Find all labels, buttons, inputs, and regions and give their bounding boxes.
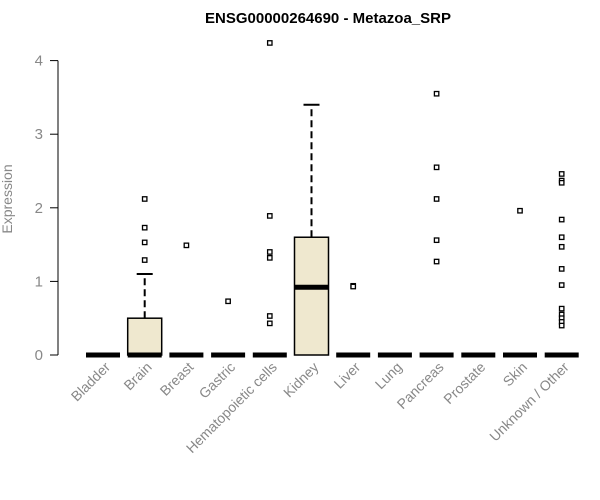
y-axis: 0 1 2 3 4 [35,53,59,364]
y-tick-label: 2 [35,200,43,217]
outlier-point [558,282,565,288]
x-category-label: Bladder [68,359,114,405]
outlier-point [266,40,273,46]
x-category-label: Brain [120,359,154,393]
outlier-point [141,196,148,202]
x-category-label: Kidney [280,359,322,401]
x-category-label: Lung [372,359,405,392]
outlier-point [266,313,273,319]
outlier-point [433,90,440,97]
outlier-point [141,257,148,263]
outlier-point [558,243,565,250]
box-body [126,317,163,356]
box-brain [126,196,163,358]
outlier-point [266,320,273,327]
box-kidney [293,103,330,356]
outlier-point [558,171,565,177]
chart-title: ENSG00000264690 - Metazoa_SRP [205,10,451,27]
y-tick-label: 3 [35,126,43,143]
x-category-label: Skin [500,359,531,390]
box-skin [503,207,537,358]
y-tick-label: 4 [35,53,43,70]
outlier-point [558,216,565,223]
outlier-point [141,224,148,231]
outlier-point [558,179,565,186]
x-category-label: Breast [157,359,197,399]
outlier-point [350,283,357,290]
box-pancreas [419,90,454,358]
outlier-point [517,207,523,214]
outlier-point [558,234,565,241]
outlier-point [558,305,565,312]
outlier-point [433,164,440,171]
x-category-label: Liver [331,359,364,392]
outlier-point [266,249,273,255]
box-breast [169,242,204,358]
x-category-label: Unknown / Other [486,359,572,445]
box-gastric [211,298,246,358]
y-tick-label: 0 [35,347,43,364]
box-series [86,40,579,358]
outlier-point [558,322,565,329]
box-hematopoietic-cells [252,40,287,358]
outlier-point [558,266,565,272]
outlier-point [183,242,190,249]
outlier-point [266,213,273,219]
y-tick-label: 1 [35,273,43,290]
outlier-point [225,298,231,305]
outlier-point [433,258,440,265]
outlier-point [433,196,440,202]
outlier-point [433,237,440,244]
outlier-point [266,254,273,261]
x-category-label: Prostate [440,359,488,407]
box-unknown-other [544,171,579,358]
box-liver [336,282,371,358]
outlier-point [141,239,148,246]
y-axis-label: Expression [0,164,15,233]
box-body [293,236,330,356]
